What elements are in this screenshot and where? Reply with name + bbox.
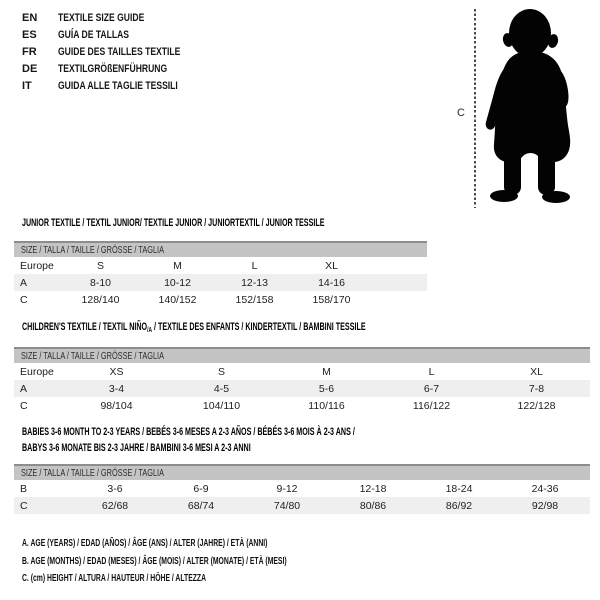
language-list: EN TEXTILE SIZE GUIDE ES GUÍA DE TALLAS … bbox=[22, 10, 215, 95]
spacer-cell bbox=[588, 497, 590, 514]
size-cell: S bbox=[217, 365, 225, 378]
row-label: C bbox=[20, 399, 28, 412]
language-code: ES bbox=[22, 29, 37, 41]
size-cell: M bbox=[322, 365, 331, 378]
spacer-cell bbox=[589, 397, 590, 414]
size-cell: 5-6 bbox=[318, 382, 335, 395]
size-cell: XL bbox=[325, 259, 338, 272]
size-cell: 128/140 bbox=[81, 293, 120, 306]
size-cell: 62/68 bbox=[101, 499, 129, 512]
size-cell: 10-12 bbox=[164, 276, 191, 289]
size-cell: 74/80 bbox=[273, 499, 301, 512]
subscript-text: /A bbox=[147, 325, 152, 334]
language-code: FR bbox=[22, 46, 37, 58]
size-cell: 9-12 bbox=[276, 482, 298, 495]
size-cell: 4-5 bbox=[213, 382, 230, 395]
row-label: A bbox=[20, 276, 28, 289]
spacer-cell bbox=[370, 257, 427, 274]
language-title: TEXTILGRÖßENFÜHRUNG bbox=[58, 63, 168, 75]
size-cell: 122/128 bbox=[517, 399, 556, 412]
table-row: Europe XS S M L XL bbox=[14, 363, 590, 380]
language-row: ES GUÍA DE TALLAS bbox=[22, 27, 215, 44]
babies-size-table: SIZE / TALLA / TAILLE / GRÖSSE / TAGLIA … bbox=[14, 464, 590, 514]
table-row: B 3-6 6-9 9-12 12-18 18-24 24-36 bbox=[14, 480, 590, 497]
footnotes: A. AGE (YEARS) / EDAD (AÑOS) / ÂGE (ANS)… bbox=[22, 535, 429, 588]
size-cell: 12-18 bbox=[359, 482, 387, 495]
babies-table-title: BABIES 3-6 MONTH TO 2-3 YEARS / BEBÉS 3-… bbox=[22, 426, 355, 454]
spacer-cell bbox=[370, 274, 427, 291]
language-row: FR GUIDE DES TAILLES TEXTILE bbox=[22, 44, 215, 61]
language-title: TEXTILE SIZE GUIDE bbox=[58, 12, 145, 24]
toddler-silhouette-icon bbox=[485, 9, 571, 203]
size-cell: 152/158 bbox=[235, 293, 274, 306]
spacer-cell bbox=[370, 291, 427, 308]
size-cell: 68/74 bbox=[187, 499, 215, 512]
language-row: IT GUIDA ALLE TAGLIE TESSILI bbox=[22, 78, 215, 95]
junior-table-title: JUNIOR TEXTILE / TEXTIL JUNIOR/ TEXTILE … bbox=[22, 217, 325, 229]
size-cell: 18-24 bbox=[445, 482, 473, 495]
size-cell: 86/92 bbox=[445, 499, 473, 512]
size-cell: 8-10 bbox=[89, 276, 111, 289]
junior-size-table: SIZE / TALLA / TAILLE / GRÖSSE / TAGLIA … bbox=[14, 241, 427, 308]
size-cell: S bbox=[96, 259, 104, 272]
note-line: B. AGE (MONTHS) / EDAD (MESES) / ÂGE (MO… bbox=[22, 554, 287, 567]
language-title: GUÍA DE TALLAS bbox=[58, 29, 130, 41]
size-cell: 14-16 bbox=[318, 276, 345, 289]
note-line: A. AGE (YEARS) / EDAD (AÑOS) / ÂGE (ANS)… bbox=[22, 537, 268, 549]
size-cell: 3-6 bbox=[107, 482, 123, 495]
spacer-cell bbox=[589, 380, 590, 397]
spacer-cell bbox=[589, 363, 590, 380]
table-row: A 8-10 10-12 12-13 14-16 bbox=[14, 274, 427, 291]
size-header-bar: SIZE / TALLA / TAILLE / GRÖSSE / TAGLIA bbox=[14, 347, 590, 363]
row-label: C bbox=[20, 499, 28, 512]
children-size-table: SIZE / TALLA / TAILLE / GRÖSSE / TAGLIA … bbox=[14, 347, 590, 414]
row-label: B bbox=[20, 482, 28, 495]
table-row: Europe S M L XL bbox=[14, 257, 427, 274]
table-row: C 98/104 104/110 110/116 116/122 122/128 bbox=[14, 397, 590, 414]
height-marker-dashed-line bbox=[474, 9, 476, 208]
language-row: EN TEXTILE SIZE GUIDE bbox=[22, 10, 215, 27]
row-label: C bbox=[20, 293, 28, 306]
size-cell: M bbox=[173, 259, 182, 272]
size-cell: XS bbox=[109, 365, 124, 378]
size-cell: 110/116 bbox=[308, 399, 345, 412]
size-cell: 158/170 bbox=[312, 293, 351, 306]
table-row: A 3-4 4-5 5-6 6-7 7-8 bbox=[14, 380, 590, 397]
size-cell: 80/86 bbox=[359, 499, 387, 512]
row-label: A bbox=[20, 382, 28, 395]
size-header-bar: SIZE / TALLA / TAILLE / GRÖSSE / TAGLIA bbox=[14, 464, 590, 480]
size-cell: 12-13 bbox=[241, 276, 268, 289]
size-cell: 92/98 bbox=[531, 499, 559, 512]
size-header-bar: SIZE / TALLA / TAILLE / GRÖSSE / TAGLIA bbox=[14, 241, 427, 257]
language-title: GUIDE DES TAILLES TEXTILE bbox=[58, 46, 181, 58]
size-cell: L bbox=[251, 259, 258, 272]
size-cell: 104/110 bbox=[202, 399, 241, 412]
language-title: GUIDA ALLE TAGLIE TESSILI bbox=[58, 80, 178, 92]
spacer-cell bbox=[588, 480, 590, 497]
size-cell: 116/122 bbox=[412, 399, 451, 412]
language-code: EN bbox=[22, 12, 38, 24]
table-row: C 128/140 140/152 152/158 158/170 bbox=[14, 291, 427, 308]
size-cell: 3-4 bbox=[108, 382, 125, 395]
size-cell: 6-7 bbox=[423, 382, 440, 395]
size-cell: L bbox=[428, 365, 435, 378]
size-cell: 140/152 bbox=[158, 293, 197, 306]
size-cell: 7-8 bbox=[528, 382, 545, 395]
language-code: DE bbox=[22, 63, 38, 75]
height-marker-label: C bbox=[457, 107, 465, 119]
table-row: C 62/68 68/74 74/80 80/86 86/92 92/98 bbox=[14, 497, 590, 514]
language-code: IT bbox=[22, 80, 32, 92]
children-table-title: CHILDREN'S TEXTILE / TEXTIL NIÑO/A / TEX… bbox=[22, 321, 366, 334]
size-cell: XL bbox=[530, 365, 543, 378]
size-cell: 24-36 bbox=[531, 482, 559, 495]
row-label: Europe bbox=[20, 259, 54, 272]
size-cell: 98/104 bbox=[100, 399, 133, 412]
language-row: DE TEXTILGRÖßENFÜHRUNG bbox=[22, 61, 215, 78]
note-line: C. (cm) HEIGHT / ALTURA / HAUTEUR / HÖHE… bbox=[22, 572, 207, 584]
row-label: Europe bbox=[20, 365, 54, 378]
size-cell: 6-9 bbox=[193, 482, 209, 495]
